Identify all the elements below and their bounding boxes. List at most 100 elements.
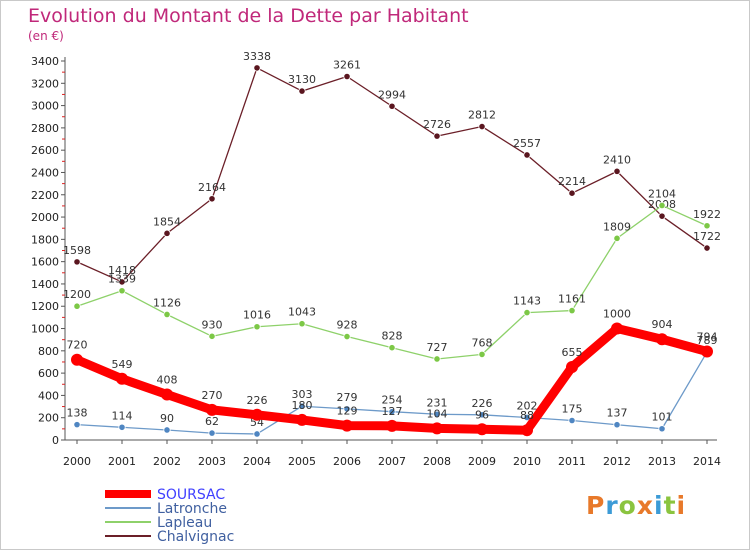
data-point — [566, 360, 578, 373]
data-label: 3130 — [288, 73, 316, 86]
data-point — [658, 425, 666, 433]
x-tick-label: 2004 — [243, 455, 271, 468]
legend-label-lapleau: Lapleau — [157, 515, 212, 531]
data-label: 655 — [562, 346, 583, 359]
data-point — [478, 411, 486, 419]
data-point — [253, 430, 261, 438]
data-label: 1854 — [153, 215, 181, 228]
data-label: 1126 — [153, 296, 181, 309]
data-label: 1418 — [108, 264, 136, 277]
data-label: 138 — [67, 407, 88, 420]
data-label: 549 — [112, 358, 133, 371]
data-label: 1016 — [243, 309, 271, 322]
data-label: 2104 — [648, 187, 676, 200]
data-point — [163, 310, 171, 319]
data-point — [208, 195, 216, 203]
data-point — [343, 332, 351, 341]
y-tick-label: 2200 — [31, 189, 59, 202]
data-point — [298, 320, 306, 328]
data-point — [523, 413, 531, 422]
data-label: 2812 — [468, 109, 496, 122]
data-label: 408 — [157, 374, 178, 387]
x-tick-label: 2012 — [603, 455, 631, 468]
data-point — [163, 426, 171, 434]
data-point — [568, 416, 576, 425]
data-point — [118, 287, 126, 295]
y-tick-label: 2000 — [31, 211, 59, 224]
data-label: 1200 — [63, 288, 91, 301]
data-point — [476, 423, 488, 436]
legend-label-chalvignac: Chalvignac — [157, 529, 234, 545]
data-label: 904 — [652, 318, 673, 331]
data-label: 1161 — [558, 293, 586, 306]
data-label: 720 — [67, 339, 88, 352]
data-point — [433, 132, 441, 140]
data-label: 2726 — [423, 118, 451, 131]
data-label: 2557 — [513, 137, 541, 150]
data-label: 2164 — [198, 181, 226, 194]
data-point — [296, 413, 308, 426]
y-tick-label: 1600 — [31, 256, 59, 269]
y-tick-label: 3000 — [31, 100, 59, 113]
data-label: 727 — [427, 341, 448, 354]
data-label: 928 — [337, 319, 358, 332]
chart-subtitle: (en €) — [28, 29, 64, 43]
data-label: 1598 — [63, 244, 91, 257]
data-point — [206, 403, 218, 416]
data-point — [523, 151, 531, 159]
y-tick-label: 3200 — [31, 77, 59, 90]
y-tick-label: 2800 — [31, 122, 59, 135]
y-tick-label: 400 — [38, 389, 59, 402]
series-chalvignac: 1598 1418 1854 2164 3338 3130 3261 2994 2726 2812… — [63, 50, 721, 286]
data-point — [386, 419, 398, 432]
data-label: 137 — [607, 407, 628, 420]
data-point — [253, 64, 261, 72]
data-point — [658, 201, 666, 210]
y-tick-label: 1800 — [31, 233, 59, 246]
data-label: 231 — [427, 396, 448, 409]
y-tick-label: 1000 — [31, 323, 59, 336]
x-tick-label: 2009 — [468, 455, 496, 468]
logo-letter: t — [663, 491, 677, 520]
data-label: 202 — [517, 399, 538, 412]
data-point — [208, 429, 216, 437]
data-point — [208, 332, 216, 340]
data-point — [118, 423, 126, 431]
data-point — [703, 244, 711, 252]
data-label: 789 — [697, 334, 718, 347]
data-label: 768 — [472, 336, 493, 349]
data-point — [341, 419, 353, 432]
data-point — [703, 222, 711, 230]
data-label: 1000 — [603, 308, 631, 321]
data-point — [658, 212, 666, 220]
x-tick-label: 2006 — [333, 455, 361, 468]
y-tick-label: 600 — [38, 367, 59, 380]
data-label: 62 — [205, 415, 219, 428]
logo-letter: P — [586, 491, 606, 520]
data-label: 254 — [382, 394, 403, 407]
legend-label-latronche: Latronche — [157, 501, 227, 517]
data-label: 794 — [697, 330, 718, 343]
data-point — [478, 122, 486, 131]
data-point — [163, 229, 171, 237]
data-point — [613, 167, 621, 175]
data-label: 1339 — [108, 273, 136, 286]
data-point — [343, 72, 351, 81]
x-tick-label: 2013 — [648, 455, 676, 468]
logo-letter: x — [636, 491, 654, 520]
data-point — [433, 410, 441, 418]
data-label: 226 — [247, 394, 268, 407]
data-point — [523, 308, 531, 317]
data-label: 279 — [337, 391, 358, 404]
y-tick-label: 2600 — [31, 144, 59, 157]
x-tick-label: 2008 — [423, 455, 451, 468]
data-point — [388, 408, 396, 416]
data-point — [251, 408, 263, 421]
data-point — [298, 402, 306, 410]
data-point — [343, 405, 351, 413]
x-tick-label: 2000 — [63, 455, 91, 468]
